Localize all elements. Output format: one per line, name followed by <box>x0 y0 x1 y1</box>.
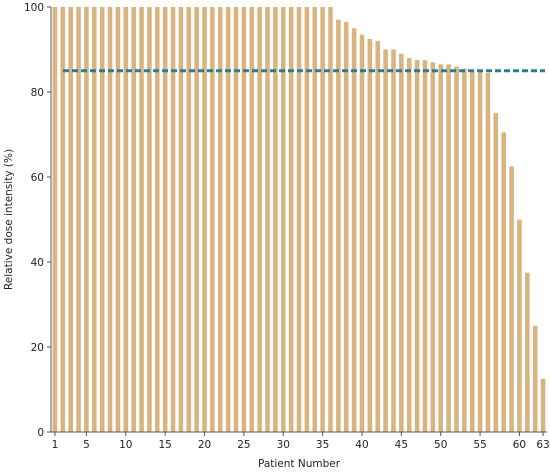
bar-patient-59 <box>509 166 514 433</box>
x-tick-label-30: 30 <box>277 439 290 451</box>
bar-patient-50 <box>438 64 443 433</box>
bar-patient-1 <box>52 7 58 432</box>
bar-patient-24 <box>233 7 239 432</box>
y-tick-label-100: 100 <box>24 2 44 14</box>
y-tick-label-0: 0 <box>37 427 44 439</box>
bar-patient-47 <box>414 60 420 433</box>
y-ticks-group: 0 20 40 60 80 100 <box>24 2 51 439</box>
bar-patient-37 <box>336 19 341 432</box>
bar-patient-42 <box>375 41 381 432</box>
bar-patient-52 <box>454 66 459 432</box>
bar-patient-41 <box>367 38 373 433</box>
x-ticks-group: 1 5 10 15 20 25 30 35 40 45 50 55 60 63 <box>52 432 550 451</box>
bar-patient-11 <box>131 7 136 432</box>
bar-patient-6 <box>92 7 97 432</box>
bar-patient-23 <box>225 7 231 432</box>
bar-patient-60 <box>517 219 522 432</box>
bar-patient-58 <box>501 132 506 433</box>
x-tick-label-60: 60 <box>513 439 526 451</box>
bar-patient-9 <box>115 7 121 432</box>
bar-patient-38 <box>343 21 349 433</box>
x-tick-label-45: 45 <box>395 439 408 451</box>
bar-patient-18 <box>186 7 192 432</box>
y-axis-title: Relative dose intensity (%) <box>3 149 15 290</box>
bar-patient-45 <box>399 53 404 432</box>
bar-patient-27 <box>257 7 262 432</box>
bars-group <box>52 7 546 433</box>
y-tick-label-40: 40 <box>31 257 44 269</box>
bar-patient-34 <box>312 7 318 432</box>
bar-patient-53 <box>462 68 467 433</box>
bar-patient-40 <box>359 34 365 433</box>
x-tick-label-63: 63 <box>536 439 549 451</box>
bar-patient-33 <box>304 7 310 432</box>
bar-patient-3 <box>68 7 73 432</box>
x-tick-label-5: 5 <box>83 439 90 451</box>
bar-patient-63 <box>540 378 546 433</box>
bar-patient-25 <box>241 7 247 432</box>
bar-patient-8 <box>107 7 113 432</box>
bar-patient-19 <box>194 7 199 432</box>
bar-patient-56 <box>485 72 491 433</box>
x-tick-label-20: 20 <box>198 439 211 451</box>
bar-patient-21 <box>210 7 215 432</box>
axes-group <box>50 7 547 433</box>
y-tick-label-80: 80 <box>31 87 44 99</box>
bar-patient-10 <box>123 7 129 432</box>
x-tick-label-25: 25 <box>237 439 250 451</box>
bar-patient-57 <box>493 113 499 432</box>
bar-patient-20 <box>202 7 207 432</box>
bar-patient-12 <box>139 7 144 432</box>
bar-patient-14 <box>155 7 160 432</box>
bar-patient-4 <box>76 7 81 432</box>
bar-patient-36 <box>328 7 333 432</box>
x-axis-title: Patient Number <box>258 458 341 470</box>
bar-patient-54 <box>469 70 475 432</box>
x-tick-label-40: 40 <box>355 439 368 451</box>
bar-patient-61 <box>525 272 530 433</box>
bar-patient-16 <box>170 7 176 432</box>
bar-patient-55 <box>477 70 483 432</box>
bar-patient-51 <box>446 64 451 433</box>
bar-patient-30 <box>280 7 286 432</box>
bar-patient-13 <box>147 7 152 432</box>
bar-patient-43 <box>383 49 388 432</box>
bar-patient-32 <box>296 7 302 432</box>
x-tick-label-15: 15 <box>158 439 171 451</box>
bar-patient-5 <box>84 7 89 432</box>
x-tick-label-55: 55 <box>473 439 486 451</box>
bar-patient-35 <box>320 7 325 432</box>
bar-patient-26 <box>249 7 255 432</box>
bar-patient-39 <box>351 28 357 432</box>
bar-patient-31 <box>288 7 294 432</box>
x-tick-label-50: 50 <box>434 439 447 451</box>
bar-patient-49 <box>430 62 436 432</box>
bar-patient-2 <box>60 7 66 432</box>
bar-patient-15 <box>162 7 168 432</box>
y-tick-label-20: 20 <box>31 342 44 354</box>
bar-patient-29 <box>273 7 278 432</box>
x-tick-label-35: 35 <box>316 439 329 451</box>
bar-patient-28 <box>265 7 270 432</box>
x-tick-label-1: 1 <box>52 439 59 451</box>
bar-patient-48 <box>422 60 428 433</box>
bar-patient-17 <box>178 7 184 432</box>
bar-patient-46 <box>406 58 412 432</box>
bar-patient-62 <box>532 325 538 432</box>
bar-patient-22 <box>217 7 223 432</box>
x-tick-label-10: 10 <box>119 439 132 451</box>
bar-patient-7 <box>99 7 105 432</box>
y-tick-label-60: 60 <box>31 172 44 184</box>
bar-patient-44 <box>391 49 396 432</box>
